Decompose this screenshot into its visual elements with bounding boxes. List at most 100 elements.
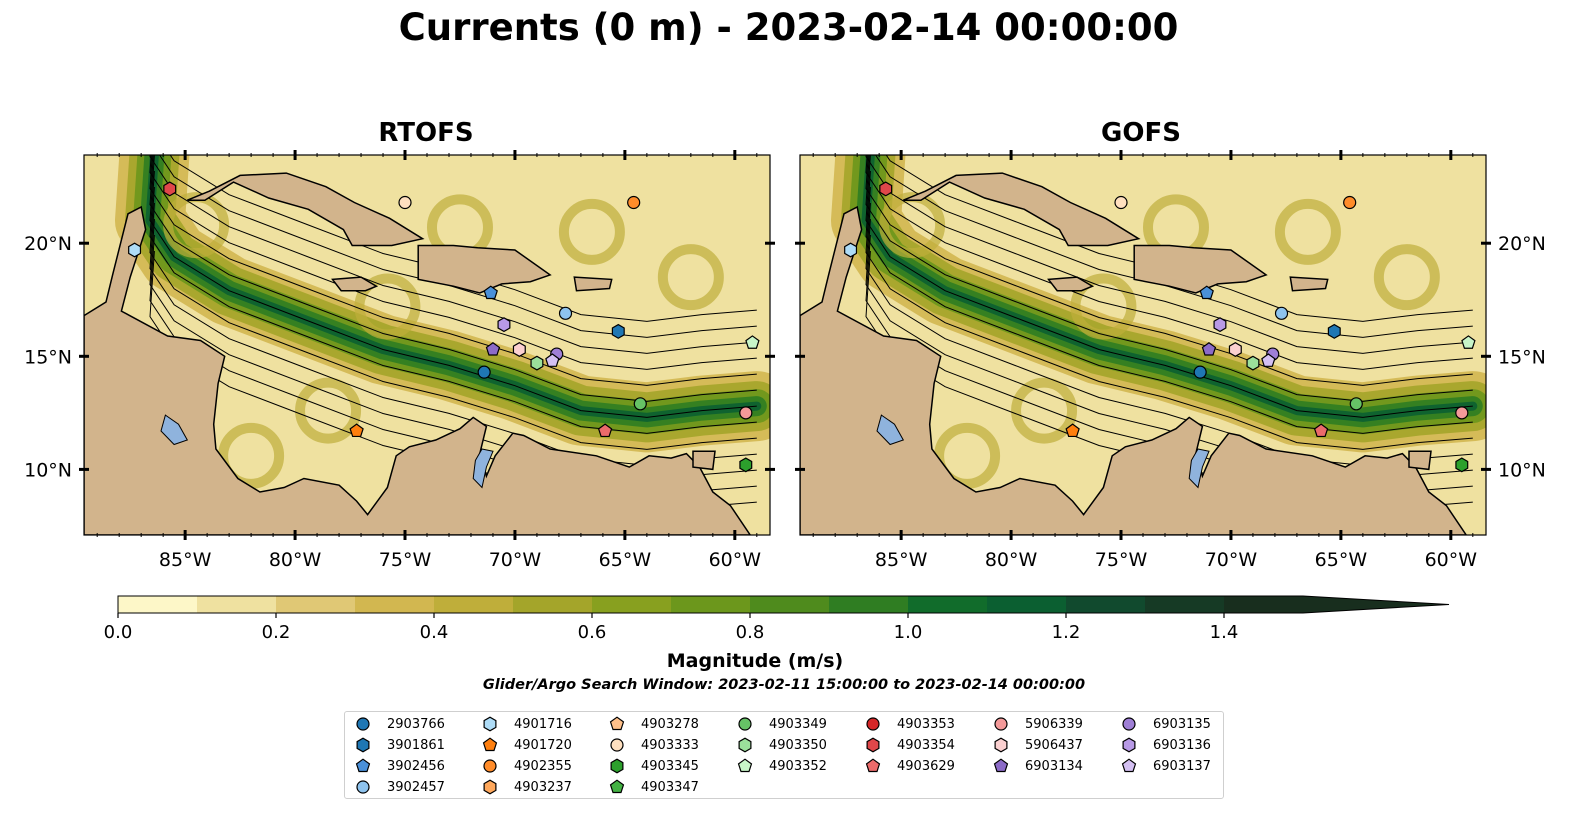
float-marker-4903345 [1455, 457, 1469, 473]
lake [876, 414, 905, 446]
streamline [169, 155, 757, 322]
legend-marker-icon [610, 738, 624, 752]
legend-marker-icon [356, 780, 370, 794]
legend-marker [1122, 737, 1136, 753]
legend-label: 4903347 [641, 779, 699, 795]
eddy [934, 422, 1001, 489]
lon-tick-label: 60°W [709, 549, 762, 571]
float-marker-4903350 [1246, 355, 1260, 371]
legend-marker [994, 717, 1008, 731]
colorbar-bin [197, 596, 277, 613]
legend-item: 4903354 [865, 735, 955, 755]
float-marker-4903629 [1313, 423, 1329, 438]
panel-title-gofs: GOFS [1101, 118, 1181, 148]
legend-item: 6903135 [1121, 714, 1211, 734]
legend-label: 4902355 [514, 758, 572, 774]
eddy [657, 244, 724, 311]
map-panels: 85°W 80°W 75°W 70°W 65°W 60°W10°N15°N20°N85°W… [24, 150, 1546, 571]
figure-title: Currents (0 m) - 2023-02-14 00:00:00 [398, 6, 1179, 49]
float-marker-4903350 [530, 355, 544, 371]
land [187, 172, 425, 247]
legend-item: 4903353 [865, 714, 955, 734]
legend-item: 6903136 [1121, 735, 1211, 755]
float-marker-3902456 [1199, 285, 1214, 300]
legend-marker-icon [866, 717, 880, 731]
legend-marker [1121, 758, 1137, 773]
streamline [865, 155, 1473, 370]
float-marker-6903137 [545, 353, 560, 367]
legend-label: 5906339 [1025, 716, 1083, 732]
float-marker-4901716 [844, 242, 858, 258]
eddy [218, 422, 285, 489]
streamline [865, 186, 1473, 450]
float-marker-4903349 [1349, 397, 1363, 411]
colorbar-tick-label: 0.4 [419, 622, 449, 643]
streamline [149, 170, 757, 434]
legend-item: 4903629 [865, 756, 955, 776]
lake [472, 448, 494, 489]
legend-marker [738, 717, 752, 731]
search-window-text: Glider/Argo Search Window: 2023-02-11 15… [482, 677, 1086, 693]
colorbar-bin [1145, 596, 1225, 613]
colorbar-tick-label: 0.8 [735, 622, 765, 643]
legend-label: 2903766 [387, 716, 445, 732]
float-marker-5906339 [739, 406, 753, 420]
float-marker-4902355 [627, 195, 641, 210]
float-marker-3901861 [1327, 323, 1341, 339]
legend-label: 4903350 [769, 737, 827, 753]
colorbar-bin [355, 596, 435, 613]
float-marker-4903345 [739, 457, 753, 473]
lat-tick-label: 15°N [1498, 346, 1546, 368]
float-marker-3902457 [558, 306, 573, 320]
float-marker-3902456 [483, 285, 498, 300]
float-marker-5906339 [1455, 406, 1469, 420]
legend-marker-icon [994, 737, 1008, 753]
lon-tick-label: 75°W [1095, 549, 1148, 571]
colorbar-label: Magnitude (m/s) [666, 650, 844, 672]
legend-label: 6903136 [1153, 737, 1211, 753]
streamline [874, 155, 1473, 338]
streamline [149, 186, 757, 450]
legend-marker-icon [483, 779, 497, 795]
float-marker-4903349 [633, 397, 647, 411]
float-marker-4903333 [398, 195, 412, 210]
lon-tick-label: 80°W [985, 549, 1038, 571]
legend-item: 4901716 [482, 714, 572, 734]
eddy [295, 377, 362, 444]
colorbar-tick-label: 1.4 [1209, 622, 1239, 643]
legend-label: 3902457 [387, 779, 445, 795]
legend-marker-icon [609, 779, 625, 794]
lat-tick-label: 10°N [1498, 459, 1546, 481]
land [573, 276, 613, 292]
legend-label: 4903353 [897, 716, 955, 732]
legend-marker-icon [738, 717, 752, 731]
legend-marker-icon [993, 758, 1009, 773]
legend-marker [482, 737, 498, 752]
float-marker-6903134 [485, 341, 501, 356]
legend-item: 5906339 [993, 714, 1083, 734]
legend-item: 4902355 [482, 756, 572, 776]
legend-label: 6903135 [1153, 716, 1211, 732]
legend-label: 4901720 [514, 737, 572, 753]
legend-label: 4901716 [514, 716, 572, 732]
legend-marker [1122, 717, 1136, 731]
lat-tick-label: 20°N [1498, 233, 1546, 255]
legend-marker-icon [609, 716, 625, 731]
colorbar-bin [987, 596, 1067, 613]
legend-marker [483, 716, 497, 732]
float-marker-6903137 [1261, 353, 1276, 367]
colorbar-tick-label: 0.0 [103, 622, 133, 643]
legend-label: 6903137 [1153, 758, 1211, 774]
legend-marker [610, 758, 624, 774]
legend-item: 4903350 [737, 735, 827, 755]
lat-tick-label: 10°N [24, 459, 72, 481]
float-marker-2903766 [477, 365, 491, 379]
legend-marker-icon [1121, 758, 1137, 773]
colorbar-bin [592, 596, 672, 613]
lon-tick-label: 65°W [1315, 549, 1368, 571]
legend-marker [356, 737, 370, 753]
colorbar [117, 595, 1450, 618]
legend-marker-icon [866, 737, 880, 753]
lon-tick-label: 85°W [159, 549, 212, 571]
streamline [149, 155, 757, 370]
